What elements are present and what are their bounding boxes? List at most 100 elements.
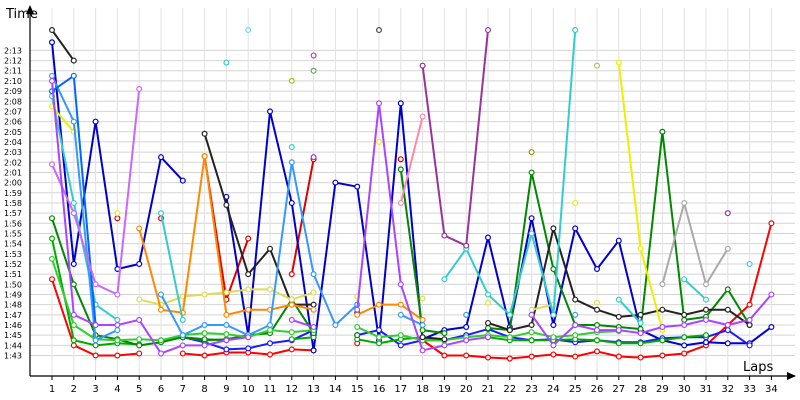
data-point [419,62,426,69]
data-point [681,199,688,206]
data-point [702,296,709,303]
data-point [419,295,426,302]
data-point [223,337,230,344]
data-point [223,289,230,296]
data-point [681,342,688,349]
data-point [463,352,470,359]
data-point [681,316,688,323]
data-point [354,324,361,331]
x-tick-label: 8 [201,384,207,395]
data-point [48,39,55,46]
data-point [681,276,688,283]
data-point [572,199,579,206]
data-point [397,332,404,339]
data-point [114,316,121,323]
data-point [158,337,165,344]
data-point [615,296,622,303]
data-point [114,327,121,334]
y-tick-label: 2:13 [4,46,22,55]
data-point [114,337,121,344]
data-point [572,353,579,360]
y-tick-label: 2:07 [4,107,22,116]
data-point [70,342,77,349]
y-tick-label: 2:00 [4,179,22,188]
data-point [201,352,208,359]
data-point [223,201,230,208]
data-point [48,215,55,222]
data-point [485,291,492,298]
x-tick-label: 32 [721,384,734,395]
data-point [136,260,143,267]
y-axis-arrow [26,5,34,14]
data-point [114,210,121,217]
data-point [485,354,492,361]
data-point [593,266,600,273]
y-tick-label: 1:49 [4,290,22,299]
data-point [397,156,404,163]
data-point [48,276,55,283]
data-point [485,299,492,306]
data-point [136,350,143,357]
data-point [746,316,753,323]
y-tick-label: 2:05 [4,128,22,137]
data-point [288,144,295,151]
data-point [528,329,535,336]
data-point [768,220,775,227]
data-point [223,311,230,318]
data-point [288,346,295,353]
data-point [441,330,448,337]
data-point [441,342,448,349]
data-point [70,321,77,328]
data-point [485,27,492,34]
x-tick-label: 28 [634,384,647,395]
series-line [225,102,772,352]
data-point [397,281,404,288]
data-point [267,351,274,358]
data-point [376,301,383,308]
data-point [593,299,600,306]
x-tick-label: 20 [460,384,473,395]
data-point [288,296,295,303]
x-tick-label: 31 [700,384,713,395]
data-point [354,311,361,318]
data-point [528,321,535,328]
data-point [92,321,99,328]
data-point [746,342,753,349]
data-point [136,342,143,349]
data-point [659,306,666,313]
y-tick-label: 1:46 [4,321,22,330]
data-point [615,313,622,320]
series-line [399,116,424,204]
x-tick-label: 27 [612,384,625,395]
data-point [288,336,295,343]
y-tick-label: 1:58 [4,199,22,208]
data-point [310,289,317,296]
data-point [550,225,557,232]
data-point [441,336,448,343]
x-tick-label: 14 [329,384,342,395]
data-point [376,100,383,107]
data-point [659,128,666,135]
y-tick-label: 1:53 [4,250,22,259]
data-point [681,311,688,318]
data-point [288,159,295,166]
data-point [528,337,535,344]
y-tick-label: 2:12 [4,57,22,66]
data-point [528,353,535,360]
data-point [528,230,535,237]
x-tick-label: 33 [743,384,756,395]
data-point [70,281,77,288]
x-tick-label: 18 [416,384,429,395]
data-point [506,334,513,341]
y-tick-label: 2:03 [4,148,22,157]
data-point [572,27,579,34]
data-point [615,327,622,334]
data-point [310,67,317,74]
series-26 [288,77,295,84]
data-point [485,334,492,341]
data-point [724,210,731,217]
data-point [463,311,470,318]
data-point [637,340,644,347]
data-point [267,327,274,334]
data-point [637,330,644,337]
